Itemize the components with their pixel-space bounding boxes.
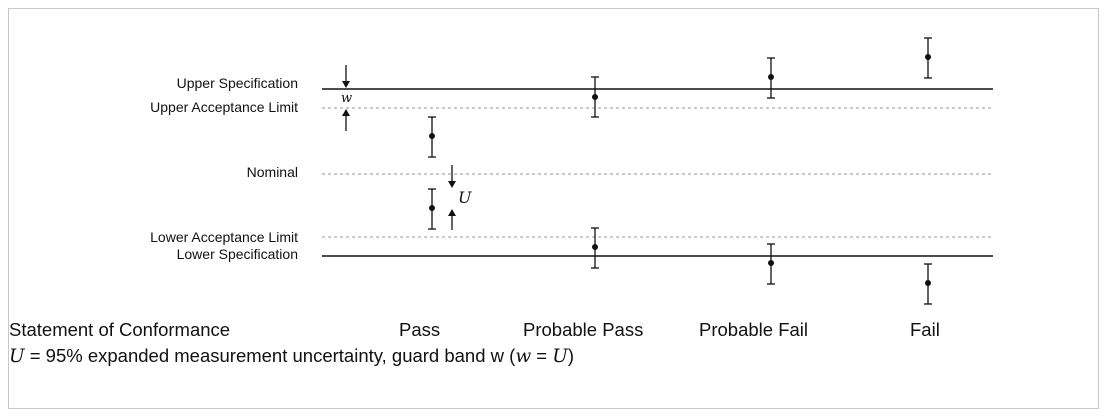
arrow-down-icon xyxy=(448,181,456,188)
errorbar-probable-fail-low xyxy=(767,243,775,285)
measurement-point xyxy=(768,260,774,266)
measurement-point xyxy=(925,54,931,60)
category-probable-fail: Probable Fail xyxy=(699,319,809,340)
note-text-1: = 95% expanded measurement uncertainty, … xyxy=(24,345,516,366)
errorbar-pass-low xyxy=(428,188,436,230)
note-text-3: ) xyxy=(567,345,575,366)
note-symbol-w: w xyxy=(515,346,532,367)
nominal-label: Nominal xyxy=(247,164,298,180)
errorbar-probable-pass-low xyxy=(591,227,599,269)
measurement-point xyxy=(768,74,774,80)
upper-specification-label: Upper Specification xyxy=(177,75,298,91)
errorbar-probable-fail-high xyxy=(767,57,775,99)
arrow-down-icon xyxy=(342,81,350,88)
lower-acceptance-limit-label: Lower Acceptance Limit xyxy=(150,229,298,245)
errorbar-fail-high xyxy=(924,37,932,79)
errorbar-probable-pass-high xyxy=(591,76,599,118)
arrow-up-icon xyxy=(342,109,350,116)
errorbar-pass-high xyxy=(428,116,436,158)
measurement-point xyxy=(429,133,435,139)
lower-specification-label: Lower Specification xyxy=(177,246,298,262)
note-symbol-u2: U xyxy=(552,346,568,367)
measurement-point xyxy=(592,94,598,100)
statement-of-conformance-label: Statement of Conformance xyxy=(9,319,231,340)
uncertainty-label: U xyxy=(458,188,472,207)
upper-acceptance-limit-label: Upper Acceptance Limit xyxy=(150,99,298,115)
category-pass: Pass xyxy=(399,319,441,340)
guard-band-marker: w xyxy=(341,65,352,131)
note-text-2: = xyxy=(531,345,553,366)
category-probable-pass: Probable Pass xyxy=(523,319,644,340)
figure-frame: Upper Specification Upper Acceptance Lim… xyxy=(8,8,1099,409)
errorbar-fail-low xyxy=(924,263,932,305)
arrow-up-icon xyxy=(448,209,456,216)
conformance-diagram: Upper Specification Upper Acceptance Lim… xyxy=(150,37,993,305)
category-fail: Fail xyxy=(910,319,940,340)
note-symbol-u: U xyxy=(9,346,25,367)
guard-band-label: w xyxy=(341,91,352,106)
measurement-point xyxy=(429,205,435,211)
measurement-point xyxy=(592,244,598,250)
uncertainty-marker: U xyxy=(448,165,472,230)
uncertainty-note: U = 95% expanded measurement uncertainty… xyxy=(9,345,574,367)
measurement-point xyxy=(925,280,931,286)
